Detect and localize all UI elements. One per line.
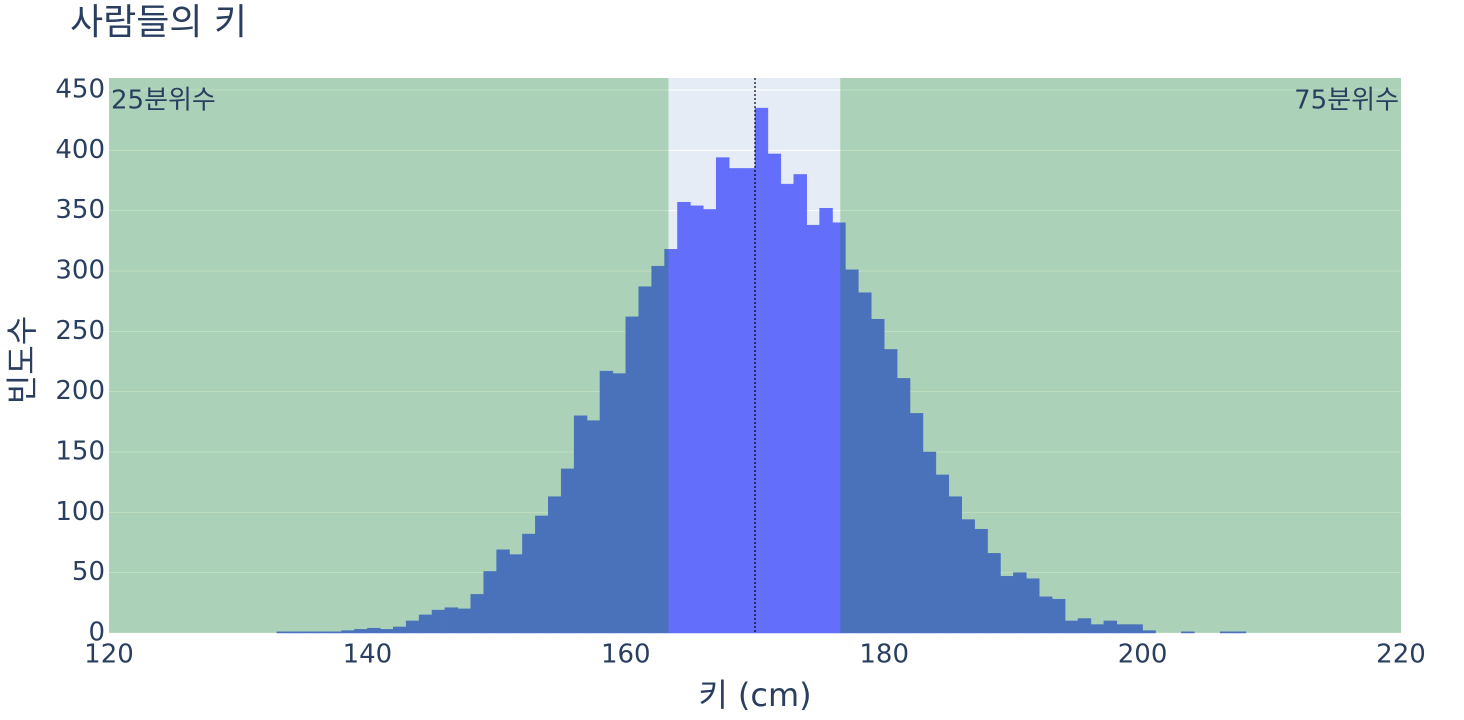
y-tick-label: 400: [55, 135, 105, 165]
y-tick-label: 300: [55, 256, 105, 286]
x-tick-label: 140: [343, 640, 393, 670]
annotation: 25분위수: [111, 86, 216, 116]
x-tick-label: 200: [1118, 640, 1168, 670]
q1-region: [109, 78, 669, 633]
y-tick-label: 100: [55, 497, 105, 527]
x-axis-title: 키 (cm): [698, 676, 811, 714]
y-axis-title: 빈도수: [3, 316, 41, 404]
bar: [703, 209, 717, 634]
bar: [819, 208, 833, 634]
bar: [677, 201, 691, 634]
y-tick-label: 150: [55, 437, 105, 467]
y-tick-label: 450: [55, 75, 105, 105]
bar: [1129, 624, 1143, 634]
y-tick-label: 200: [55, 376, 105, 406]
bar: [728, 168, 743, 634]
bar: [1181, 631, 1195, 634]
bar: [690, 205, 704, 634]
annotation: 75분위수: [1294, 86, 1399, 116]
bar: [715, 157, 730, 634]
x-tick-label: 180: [859, 640, 909, 670]
y-tick-label: 350: [55, 195, 105, 225]
q3-region: [840, 78, 1401, 633]
bar: [1232, 631, 1247, 634]
x-tick-label: 220: [1376, 640, 1426, 670]
y-tick-label: 0: [88, 618, 105, 648]
y-tick-label: 250: [55, 316, 105, 346]
bar: [806, 224, 820, 634]
bar: [741, 168, 756, 634]
bar: [754, 107, 769, 634]
y-tick-label: 50: [72, 557, 105, 587]
x-tick-label: 160: [601, 640, 651, 670]
bar: [780, 183, 795, 634]
bar: [793, 174, 807, 634]
bar: [767, 153, 782, 634]
bar: [1051, 598, 1066, 634]
x-tick-label: 120: [84, 640, 134, 670]
bar: [1142, 630, 1156, 634]
chart-title: 사람들의 키: [70, 2, 247, 43]
